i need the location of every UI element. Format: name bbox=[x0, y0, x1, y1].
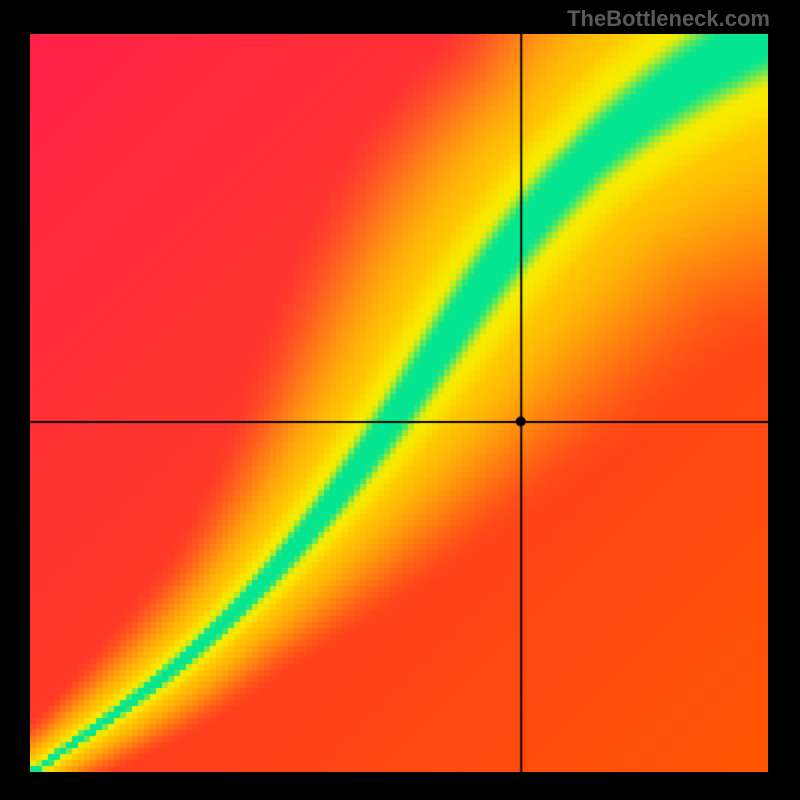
watermark: TheBottleneck.com bbox=[567, 6, 770, 32]
frame: TheBottleneck.com bbox=[0, 0, 800, 800]
plot-area bbox=[30, 34, 768, 772]
heatmap-canvas bbox=[30, 34, 768, 772]
